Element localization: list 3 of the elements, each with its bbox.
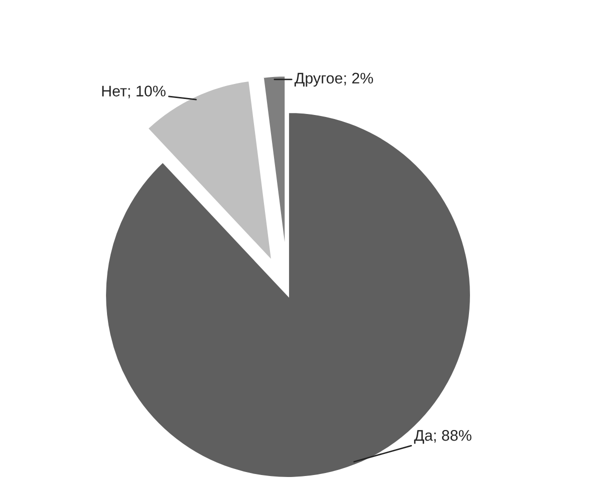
slice-label: Нет; 10% bbox=[102, 86, 166, 98]
slice-label: Другое; 2% bbox=[294, 72, 373, 87]
slice-label: Да; 88% bbox=[414, 430, 472, 444]
